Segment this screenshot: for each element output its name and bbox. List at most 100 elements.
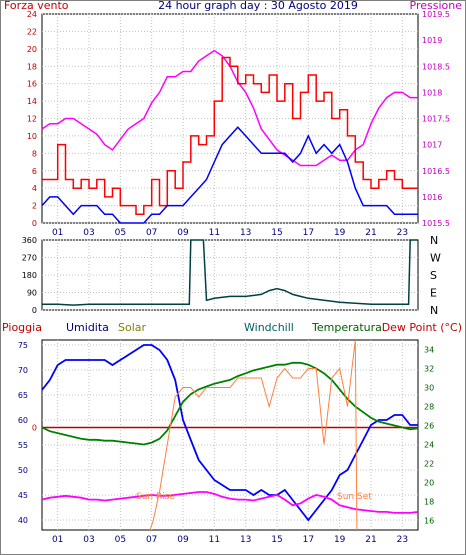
x-tick-label-panel1: 09 <box>177 228 189 238</box>
left-tick-label-wind: 4 <box>32 184 37 193</box>
legend-dewpoint: Dew Point (°C) <box>382 321 462 334</box>
x-tick-label-panel1: 13 <box>240 228 251 238</box>
left-tick-label-direction: 180 <box>22 271 37 280</box>
x-tick-label-panel3: 09 <box>177 535 189 545</box>
x-tick-label-panel3: 05 <box>115 535 126 545</box>
series-line-raffica <box>42 56 418 216</box>
left-tick-label-wind: 6 <box>32 167 37 176</box>
left-tick-label-wind: 10 <box>27 132 37 141</box>
compass-label: N <box>430 304 438 317</box>
x-tick-label-panel1: 17 <box>303 228 314 238</box>
right-tick-label-temperature: 28 <box>424 403 434 412</box>
left-tick-label-humidity: 45 <box>18 491 28 500</box>
right-tick-label-pressure: 1019.5 <box>422 10 450 19</box>
right-tick-label-pressure: 1019 <box>422 36 442 45</box>
left-tick-label-wind: 24 <box>27 10 37 19</box>
series-line-temperatura <box>41 361 419 446</box>
x-tick-label-panel3: 19 <box>334 535 346 545</box>
legend-windchill: Windchill <box>244 321 294 334</box>
right-tick-label-pressure: 1018 <box>422 88 442 97</box>
right-tick-label-temperature: 30 <box>424 384 434 393</box>
x-tick-label-panel3: 03 <box>83 535 94 545</box>
left-tick-label-humidity: 65 <box>18 391 28 400</box>
right-tick-label-temperature: 34 <box>424 346 434 355</box>
legend-pioggia: Pioggia <box>2 321 42 334</box>
right-tick-label-temperature: 32 <box>424 365 434 374</box>
left-tick-label-wind: 12 <box>27 115 37 124</box>
left-tick-label-wind: 22 <box>27 27 37 36</box>
x-tick-label-panel3: 11 <box>209 535 220 545</box>
series-line-dew-point <box>41 491 419 514</box>
x-tick-label-panel1: 03 <box>83 228 94 238</box>
left-tick-label-wind: 20 <box>27 45 37 54</box>
right-tick-label-pressure: 1017.5 <box>422 115 450 124</box>
left-tick-label-wind: 18 <box>27 62 37 71</box>
x-tick-label-panel1: 07 <box>146 228 157 238</box>
compass-label: N <box>430 234 438 247</box>
left-tick-label-wind: 14 <box>27 97 37 106</box>
x-tick-label-panel1: 11 <box>209 228 220 238</box>
series-line-media <box>41 126 418 224</box>
x-tick-label-panel1: 23 <box>397 228 408 238</box>
x-tick-label-panel3: 17 <box>303 535 314 545</box>
left-tick-label-wind: 8 <box>32 149 37 158</box>
compass-label: W <box>430 252 441 265</box>
right-tick-label-pressure: 1018.5 <box>422 62 450 71</box>
right-tick-label-temperature: 18 <box>424 498 434 507</box>
series-line-direzione <box>42 239 418 306</box>
left-tick-label-humidity: 60 <box>18 416 28 425</box>
right-tick-label-pressure: 1017 <box>422 141 442 150</box>
right-tick-label-temperature: 16 <box>424 517 434 526</box>
left-axis-title-wind: Forza vento <box>4 0 69 12</box>
compass-label: S <box>430 269 437 282</box>
left-tick-label-direction: 90 <box>27 289 37 298</box>
right-tick-label-temperature: 24 <box>424 441 434 450</box>
left-tick-label-humidity: 55 <box>18 441 28 450</box>
rain-tick-label: 0 <box>32 424 37 433</box>
left-tick-label-direction: 270 <box>22 254 37 263</box>
chart-title: 24 hour graph day : 30 Agosto 2019 <box>158 0 358 12</box>
x-tick-label-panel3: 01 <box>52 535 63 545</box>
right-tick-label-temperature: 22 <box>424 460 434 469</box>
x-tick-label-panel3: 15 <box>271 535 282 545</box>
x-tick-label-panel1: 19 <box>334 228 346 238</box>
x-tick-label-panel1: 21 <box>365 228 376 238</box>
x-tick-label-panel3: 07 <box>146 535 157 545</box>
left-tick-label-humidity: 70 <box>18 366 28 375</box>
left-tick-label-direction: 360 <box>22 236 37 245</box>
right-axis-title-pressure: Pressione <box>410 0 463 12</box>
sun-set-label: Sun Set <box>337 492 372 502</box>
left-tick-label-wind: 2 <box>32 202 37 211</box>
left-tick-label-direction: 0 <box>32 306 37 315</box>
legend-temperatura: Temperatura <box>311 321 382 334</box>
compass-label: E <box>430 287 437 300</box>
left-tick-label-wind: 16 <box>27 80 37 89</box>
chart-axes: 01 01 03 03 05 05 07 07 09 09 11 11 13 13 15 15 17 17 19 19… <box>18 10 450 545</box>
panel-direction-frame <box>41 239 419 311</box>
right-tick-label-pressure: 1016 <box>422 193 442 202</box>
legend-umidita: Umidita <box>66 321 109 334</box>
series-line-umidita <box>41 344 418 522</box>
x-tick-label-panel1: 01 <box>52 228 63 238</box>
sun-rise-label: Sun Rise <box>136 492 175 502</box>
left-tick-label-humidity: 75 <box>18 341 28 350</box>
right-tick-label-pressure: 1015.5 <box>422 219 450 228</box>
left-tick-label-wind: 0 <box>32 219 37 228</box>
left-tick-label-humidity: 40 <box>18 516 28 525</box>
panel-wind-frame <box>41 13 419 224</box>
x-tick-label-panel1: 05 <box>115 228 126 238</box>
right-tick-label-temperature: 20 <box>424 479 434 488</box>
x-tick-label-panel3: 21 <box>365 535 376 545</box>
left-tick-label-humidity: 50 <box>18 466 28 475</box>
right-tick-label-temperature: 26 <box>424 422 434 431</box>
legend-solar: Solar <box>118 321 147 334</box>
x-tick-label-panel3: 23 <box>397 535 408 545</box>
x-tick-label-panel3: 13 <box>240 535 251 545</box>
right-tick-label-pressure: 1016.5 <box>422 167 450 176</box>
series-line-solar <box>149 339 358 531</box>
chart-marks <box>41 49 419 531</box>
x-tick-label-panel1: 15 <box>271 228 282 238</box>
